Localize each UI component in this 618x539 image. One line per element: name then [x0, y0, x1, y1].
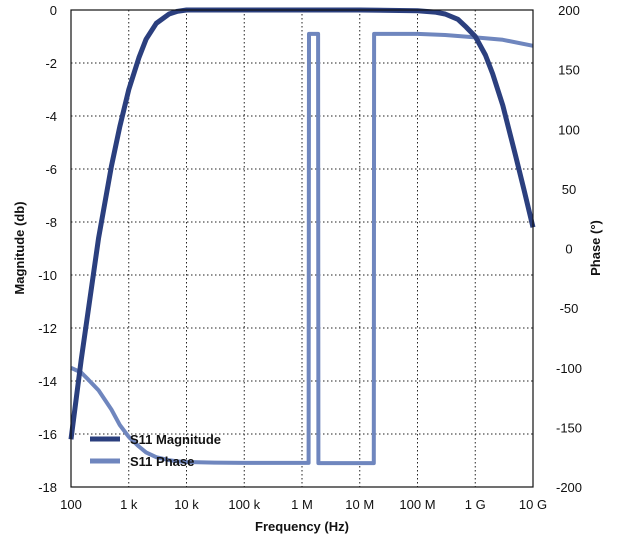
y-right-tick-label: -200	[556, 480, 582, 495]
y-right-tick-label: 200	[558, 3, 580, 18]
y-right-tick-label: 0	[565, 242, 572, 257]
y-right-axis-title: Phase (°)	[588, 220, 603, 276]
y-left-tick-label: -6	[45, 162, 57, 177]
y-left-tick-label: -8	[45, 215, 57, 230]
y-right-tick-label: 50	[562, 182, 576, 197]
y-right-tick-label: -100	[556, 361, 582, 376]
y-right-tick-label: 150	[558, 63, 580, 78]
grid	[70, 9, 534, 488]
legend-item-phase: S11 Phase	[90, 454, 194, 469]
x-tick-label: 10 k	[174, 497, 199, 512]
legend-label-phase: S11 Phase	[130, 454, 194, 469]
legend: S11 Magnitude S11 Phase	[90, 432, 221, 469]
x-tick-label: 1 M	[291, 497, 313, 512]
y-right-tick-labels: 200 150 100 50 0 -50 -100 -150 -200	[556, 3, 582, 495]
y-left-tick-label: -12	[38, 321, 57, 336]
y-left-tick-labels: 0 -2 -4 -6 -8 -10 -12 -14 -16 -18	[38, 3, 57, 495]
x-tick-label: 100 M	[399, 497, 435, 512]
x-tick-label: 100	[60, 497, 82, 512]
y-left-tick-label: 0	[50, 3, 57, 18]
x-tick-label: 1 k	[120, 497, 138, 512]
plot-frame	[70, 9, 534, 488]
y-right-tick-label: 100	[558, 122, 580, 137]
x-tick-labels: 100 1 k 10 k 100 k 1 M 10 M 100 M 1 G 10 G	[60, 497, 547, 512]
legend-label-magnitude: S11 Magnitude	[130, 432, 221, 447]
x-tick-label: 1 G	[465, 497, 486, 512]
y-left-tick-label: -4	[45, 109, 57, 124]
x-tick-label: 10 M	[345, 497, 374, 512]
x-tick-label: 100 k	[228, 497, 260, 512]
y-right-tick-label: -50	[560, 301, 579, 316]
y-right-tick-label: -150	[556, 420, 582, 435]
x-axis-title: Frequency (Hz)	[255, 519, 349, 534]
series-line-phase	[70, 31, 534, 466]
y-left-tick-label: -16	[38, 427, 57, 442]
y-left-tick-label: -14	[38, 374, 57, 389]
y-left-axis-title: Magnitude (db)	[12, 201, 27, 294]
y-left-tick-label: -10	[38, 268, 57, 283]
y-left-tick-label: -18	[38, 480, 57, 495]
legend-item-magnitude: S11 Magnitude	[90, 432, 221, 447]
y-left-tick-label: -2	[45, 56, 57, 71]
x-tick-label: 10 G	[519, 497, 547, 512]
